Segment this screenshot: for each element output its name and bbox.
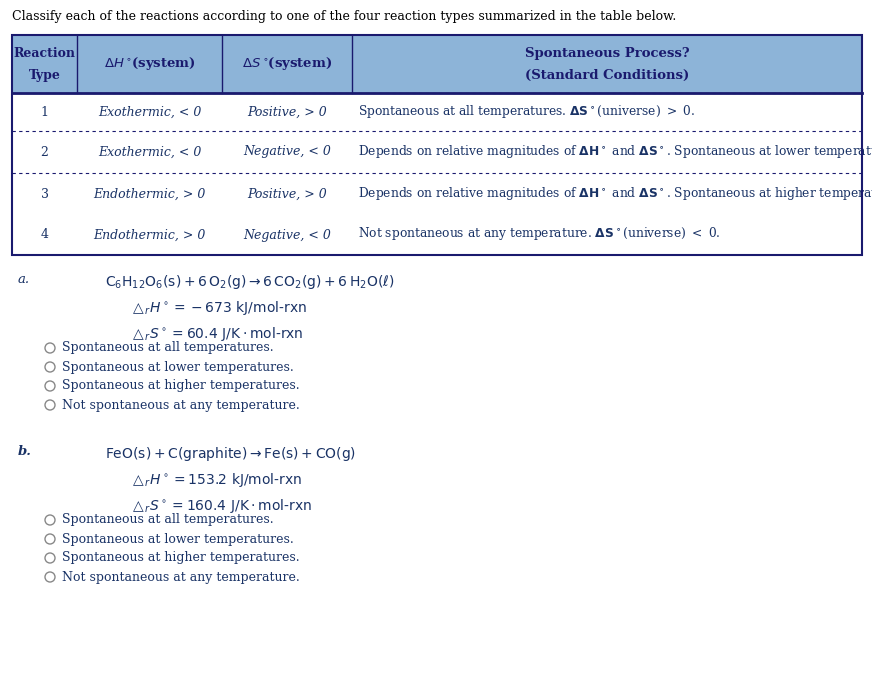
Text: Exothermic, < 0: Exothermic, < 0	[98, 146, 201, 159]
Text: Reaction: Reaction	[13, 47, 76, 60]
Text: a.: a.	[18, 273, 31, 286]
Text: 1: 1	[40, 105, 49, 119]
Text: $\mathrm{FeO(s) + C(graphite) \rightarrow Fe(s) + CO(g)}$: $\mathrm{FeO(s) + C(graphite) \rightarro…	[105, 445, 356, 463]
Text: Depends on relative magnitudes of $\mathbf{\Delta H^\circ}$ and $\mathbf{\Delta : Depends on relative magnitudes of $\math…	[358, 186, 872, 202]
Text: b.: b.	[18, 445, 32, 458]
Text: Positive, > 0: Positive, > 0	[247, 188, 327, 200]
Text: $\Delta H^\circ\!$(system): $\Delta H^\circ\!$(system)	[104, 55, 195, 73]
Text: Spontaneous Process?: Spontaneous Process?	[525, 47, 689, 60]
Text: $\mathrm{C_6H_{12}O_6(s) + 6\,O_2(g) \rightarrow 6\,CO_2(g) + 6\,H_2O(\ell)}$: $\mathrm{C_6H_{12}O_6(s) + 6\,O_2(g) \ri…	[105, 273, 394, 291]
Text: Spontaneous at higher temperatures.: Spontaneous at higher temperatures.	[62, 380, 300, 392]
Text: Negative, < 0: Negative, < 0	[243, 146, 331, 159]
Text: Positive, > 0: Positive, > 0	[247, 105, 327, 119]
Text: $\triangle_{\!r} H^\circ = 153.2\ \mathrm{kJ/mol\text{-}rxn}$: $\triangle_{\!r} H^\circ = 153.2\ \mathr…	[130, 471, 303, 489]
Bar	[12, 93, 862, 255]
Text: Type: Type	[29, 69, 60, 82]
Text: Exothermic, < 0: Exothermic, < 0	[98, 105, 201, 119]
Text: 3: 3	[40, 188, 49, 200]
Text: Spontaneous at all temperatures.: Spontaneous at all temperatures.	[62, 514, 274, 527]
Text: 4: 4	[40, 229, 49, 241]
Text: $\triangle_{\!r} S^\circ = 60.4\ \mathrm{J/K \cdot mol\text{-}rxn}$: $\triangle_{\!r} S^\circ = 60.4\ \mathrm…	[130, 325, 303, 343]
Text: Not spontaneous at any temperature.: Not spontaneous at any temperature.	[62, 398, 300, 412]
Text: Endothermic, > 0: Endothermic, > 0	[93, 188, 206, 200]
Text: 2: 2	[41, 146, 49, 159]
Text: $\triangle_{\!r} S^\circ = 160.4\ \mathrm{J/K \cdot mol\text{-}rxn}$: $\triangle_{\!r} S^\circ = 160.4\ \mathr…	[130, 497, 312, 515]
Text: Spontaneous at lower temperatures.: Spontaneous at lower temperatures.	[62, 532, 294, 545]
Bar	[12, 35, 862, 93]
Text: $\Delta S^\circ\!$(system): $\Delta S^\circ\!$(system)	[242, 55, 332, 73]
Text: Depends on relative magnitudes of $\mathbf{\Delta H^\circ}$ and $\mathbf{\Delta : Depends on relative magnitudes of $\math…	[358, 143, 872, 161]
Text: (Standard Conditions): (Standard Conditions)	[525, 69, 689, 82]
Text: $\triangle_{\!r} H^\circ = -673\ \mathrm{kJ/mol\text{-}rxn}$: $\triangle_{\!r} H^\circ = -673\ \mathrm…	[130, 299, 307, 317]
Text: Spontaneous at higher temperatures.: Spontaneous at higher temperatures.	[62, 552, 300, 565]
Text: Endothermic, > 0: Endothermic, > 0	[93, 229, 206, 241]
Bar	[12, 35, 862, 255]
Text: Spontaneous at all temperatures.: Spontaneous at all temperatures.	[62, 342, 274, 355]
Text: Spontaneous at all temperatures. $\mathbf{\Delta S^\circ}$(universe) $>$ 0.: Spontaneous at all temperatures. $\mathb…	[358, 103, 695, 119]
Text: Not spontaneous at any temperature. $\mathbf{\Delta S^\circ}$(universe) $<$ 0.: Not spontaneous at any temperature. $\ma…	[358, 225, 720, 243]
Text: Classify each of the reactions according to one of the four reaction types summa: Classify each of the reactions according…	[12, 10, 677, 23]
Text: Spontaneous at lower temperatures.: Spontaneous at lower temperatures.	[62, 360, 294, 374]
Text: Not spontaneous at any temperature.: Not spontaneous at any temperature.	[62, 570, 300, 584]
Text: Negative, < 0: Negative, < 0	[243, 229, 331, 241]
